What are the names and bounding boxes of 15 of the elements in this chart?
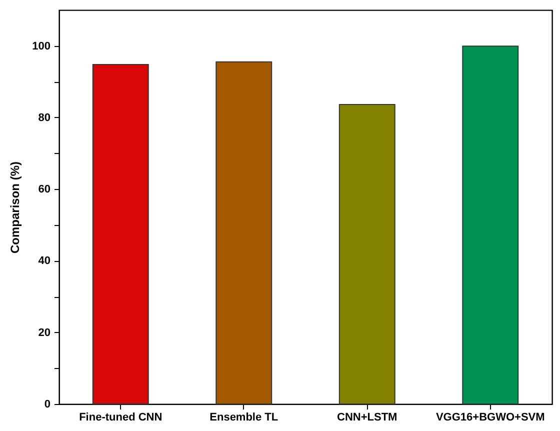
bar [338,104,396,404]
y-tick-label: 0 [44,398,50,410]
y-tick-label: 100 [32,40,50,52]
y-tick-label: 60 [38,184,50,196]
bar [92,64,149,404]
bar [462,46,519,404]
y-axis-title: Comparison (%) [8,161,22,254]
x-tick-label: Fine-tuned CNN [79,412,162,424]
x-tick-label: Ensemble TL [210,412,278,424]
x-tick-label: CNN+LSTM [337,412,398,424]
y-tick-label: 80 [38,112,50,124]
y-tick-label: 40 [38,255,50,268]
bar [216,61,272,404]
y-tick-label: 20 [38,326,50,339]
x-tick-label: VGG16+BGWO+SVM [436,412,545,424]
